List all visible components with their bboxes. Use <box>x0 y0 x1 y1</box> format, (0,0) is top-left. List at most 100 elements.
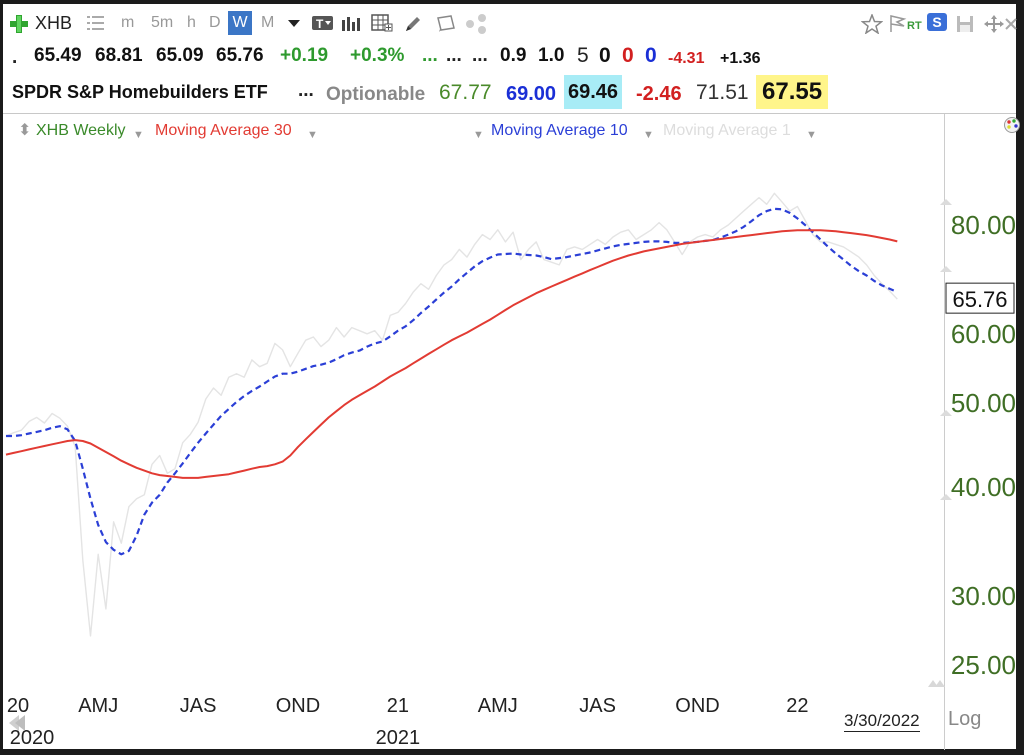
legend-dropdown-icon-1[interactable]: ▼ <box>133 129 144 141</box>
save-icon[interactable] <box>955 14 977 32</box>
axis-arrow-icon <box>940 494 952 500</box>
axis-arrow-icon <box>940 199 952 205</box>
period-mo[interactable]: M <box>261 14 275 31</box>
x-year-label: 2021 <box>376 727 421 749</box>
x-tick-label: JAS <box>180 695 217 717</box>
row1-v3: 5 <box>577 44 589 67</box>
x-tick-label: OND <box>276 695 320 717</box>
y-tick-label: 30.00 <box>951 581 1016 611</box>
period-d[interactable]: D <box>209 14 221 31</box>
log-scale-toggle[interactable]: Log <box>948 708 982 730</box>
row2-dots: ... <box>298 80 314 101</box>
x-tick-label: OND <box>675 695 719 717</box>
scroll-up-icon[interactable] <box>926 676 946 694</box>
legend-dropdown-icon-4[interactable]: ▼ <box>643 129 654 141</box>
last-price-box <box>945 282 1015 314</box>
svg-text:T: T <box>316 17 324 31</box>
ma10-line <box>6 207 898 556</box>
price-line <box>5 192 898 637</box>
note-icon[interactable] <box>435 14 455 32</box>
x-tick-label: AMJ <box>478 695 518 717</box>
star-icon[interactable] <box>860 12 884 35</box>
row1-v7: -4.31 <box>668 50 705 67</box>
share-icon[interactable] <box>465 14 489 34</box>
ma30-line <box>5 229 898 479</box>
realtime-badge[interactable]: RT <box>907 20 922 32</box>
x-axis: 20 AMJ JAS OND 21 AMJ JAS OND 22 2020 2021 <box>7 695 809 749</box>
close-icon[interactable] <box>1004 14 1018 32</box>
symbol-label[interactable]: XHB <box>35 13 73 33</box>
row1-v2: 1.0 <box>538 45 565 66</box>
x-tick-label: AMJ <box>78 695 118 717</box>
last-price-value: 65.76 <box>952 287 1007 312</box>
row2-n6: 67.55 <box>756 75 829 109</box>
palette-icon[interactable] <box>1003 116 1021 140</box>
row1-v6: 0 <box>645 44 657 67</box>
toolbar: XHB m 5m h D W M T RT S <box>3 4 1018 40</box>
x-tick-label: 21 <box>387 695 409 717</box>
open-value: 65.49 <box>34 45 82 66</box>
row1-prefix: . <box>12 47 18 68</box>
y-tick-label: 50.00 <box>951 388 1016 418</box>
pencil-icon[interactable] <box>403 14 421 32</box>
period-w[interactable]: W <box>228 11 252 35</box>
close-value: 65.76 <box>216 45 264 66</box>
window-frame-right <box>1016 0 1024 755</box>
period-m[interactable]: m <box>121 14 135 31</box>
flag-icon[interactable] <box>887 14 909 32</box>
row2-n4: -2.46 <box>636 83 682 105</box>
quote-row-2: SPDR S&P Homebuilders ETF ... Optionable… <box>0 75 1016 109</box>
legend-dropdown-icon-2[interactable]: ▼ <box>307 129 318 141</box>
bar-chart-icon[interactable] <box>341 14 363 32</box>
legend-ma1[interactable]: Moving Average 1 <box>663 122 791 139</box>
quote-row-1: . 65.49 68.81 65.09 65.76 +0.19 +0.3% ..… <box>0 44 1016 74</box>
y-tick-label: 40.00 <box>951 472 1016 502</box>
x-tick-label: 22 <box>786 695 808 717</box>
list-icon[interactable] <box>87 14 105 32</box>
row2-n5: 71.51 <box>696 81 749 104</box>
series-layer <box>5 192 898 637</box>
legend-dropdown-icon-3[interactable]: ▼ <box>473 129 484 141</box>
y-tick-label: 60.00 <box>951 319 1016 349</box>
x-tick-label: JAS <box>579 695 616 717</box>
row2-n2: 69.00 <box>506 83 557 105</box>
s-menu-button[interactable]: S <box>927 13 947 31</box>
legend-xhb-weekly[interactable]: XHB Weekly <box>36 122 126 139</box>
text-tool-icon[interactable]: T <box>312 14 334 32</box>
y-tick-label: 25.00 <box>951 650 1016 680</box>
last-price-label: 65.76 <box>945 282 1015 314</box>
optionable-label: Optionable <box>326 84 426 105</box>
legend-ma10[interactable]: Moving Average 10 <box>491 122 628 139</box>
row1-v8: +1.36 <box>720 50 761 67</box>
legend-dropdown-icon-5[interactable]: ▼ <box>806 129 817 141</box>
change-pct-value: +0.3% <box>350 45 405 66</box>
add-symbol-icon[interactable] <box>9 14 28 33</box>
row1-dots-1: ... <box>422 45 438 66</box>
row2-n1: 67.77 <box>439 81 492 104</box>
change-value: +0.19 <box>280 45 329 66</box>
period-h[interactable]: h <box>187 14 196 31</box>
table-icon[interactable] <box>371 14 393 32</box>
move-icon[interactable] <box>983 14 1005 33</box>
period-5m[interactable]: 5m <box>151 14 174 31</box>
security-name: SPDR S&P Homebuilders ETF <box>12 82 268 102</box>
row1-v4: 0 <box>599 44 611 67</box>
chevron-down-icon[interactable] <box>286 14 304 32</box>
axis-arrow-icon <box>940 410 952 416</box>
window-frame-bottom <box>0 749 1024 755</box>
legend-ma30[interactable]: Moving Average 30 <box>155 122 292 139</box>
row1-v5: 0 <box>622 44 634 67</box>
x-tick-label: 20 <box>7 695 29 717</box>
axis-arrow-icon <box>940 266 952 272</box>
axis-separator <box>944 114 945 750</box>
window-frame-top <box>0 0 1024 4</box>
legend-updown-icon[interactable]: ⬍ <box>18 122 32 139</box>
row1-v1: 0.9 <box>500 45 527 66</box>
x-year-label: 2020 <box>10 727 55 749</box>
scroll-left-icon[interactable] <box>7 712 27 739</box>
y-tick-label: 80.00 <box>951 210 1016 240</box>
row2-n3: 69.46 <box>564 75 623 109</box>
date-label: 3/30/2022 <box>844 711 920 732</box>
y-axis: 80.00 60.00 50.00 40.00 30.00 25.00 <box>940 199 1016 680</box>
